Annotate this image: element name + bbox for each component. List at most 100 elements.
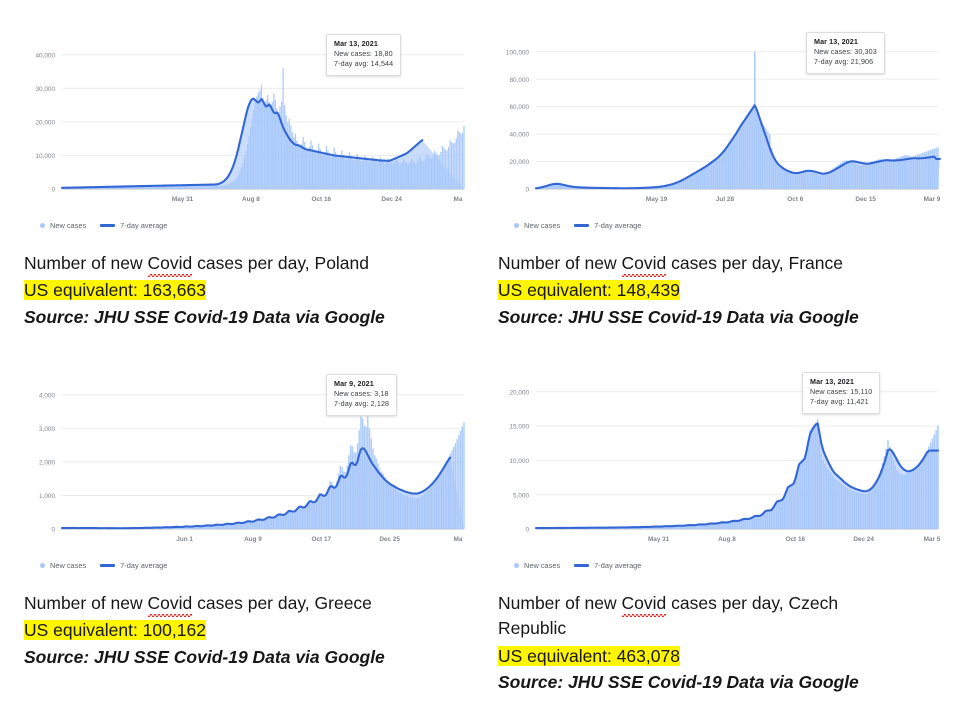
svg-text:10,000: 10,000 [35,153,55,160]
caption-title-line: Number of new Covid cases per day, Greec… [24,592,464,618]
svg-text:2,000: 2,000 [39,459,55,466]
caption-title-line: Number of new Covid cases per day, Franc… [498,252,938,278]
line-icon [100,224,116,227]
dot-icon [514,223,519,228]
svg-text:Ma: Ma [454,196,463,203]
tooltip-new-cases: New cases: 30,303 [814,47,877,57]
tooltip-avg: 7-day avg: 14,544 [334,59,394,69]
svg-text:10,000: 10,000 [509,458,529,465]
legend-label-new-cases: New cases [524,561,561,570]
caption-title-misspelled-word: Covid [621,252,666,278]
tooltip-new-cases: New cases: 15,110 [810,387,873,397]
legend-item-new-cases: New cases [514,561,560,570]
legend-item-new-cases: New cases [40,221,86,230]
svg-text:Mar 5: Mar 5 [924,536,941,543]
svg-text:20,000: 20,000 [509,389,529,396]
caption-czech: Number of new Covid cases per day, Czech… [498,592,938,695]
svg-text:Jul 28: Jul 28 [716,196,735,203]
tooltip-avg: 7-day avg: 2,128 [334,399,390,409]
legend-item-average: 7-day average [574,221,641,230]
caption-title-pre: Number of new [24,593,148,613]
svg-text:20,000: 20,000 [509,159,529,166]
legend-item-average: 7-day average [100,221,167,230]
legend-label-average: 7-day average [594,561,642,570]
tooltip-date: Mar 13, 2021 [814,37,858,46]
svg-text:5,000: 5,000 [513,492,529,499]
svg-text:May 31: May 31 [648,536,670,543]
svg-text:Dec 25: Dec 25 [379,536,400,543]
tooltip-new-cases: New cases: 18,80 [334,49,393,59]
caption-title-line: Number of new Covid cases per day, Polan… [24,252,464,278]
caption-us-equivalent: US equivalent: 163,663 [24,280,206,301]
panel-france: 0 20,000 40,000 60,000 80,000 100,000 May 19 Ju… [482,24,952,329]
tooltip-new-cases: New cases: 3,18 [334,389,389,399]
chart-poland-svg[interactable]: 0 10,000 20,000 30,000 40,000 May 31 Aug 8 Oct … [16,24,468,219]
legend-item-new-cases: New cases [40,561,86,570]
legend-item-average: 7-day average [100,561,167,570]
svg-text:80,000: 80,000 [509,77,529,84]
caption-title-continued: Republic [498,618,567,639]
caption-source: Source: JHU SSE Covid-19 Data via Google [498,306,859,327]
svg-text:100,000: 100,000 [506,49,530,56]
chart-legend-poland: New cases 7-day average [40,221,478,230]
tooltip-date: Mar 13, 2021 [334,39,378,48]
svg-text:Mar 9: Mar 9 [924,196,941,203]
caption-title-post: cases per day, Greece [192,593,372,613]
svg-text:40,000: 40,000 [509,132,529,139]
legend-label-average: 7-day average [120,221,168,230]
line-icon [574,224,590,227]
chart-france-svg[interactable]: 0 20,000 40,000 60,000 80,000 100,000 May 19 Ju… [490,24,942,219]
svg-text:Dec 24: Dec 24 [381,196,402,203]
caption-us-equivalent-line: US equivalent: 163,663 [24,277,464,303]
chart-tooltip-greece: Mar 9, 2021 New cases: 3,18 7-day avg: 2… [326,374,398,416]
svg-text:Jun 1: Jun 1 [176,536,193,543]
panel-poland: 0 10,000 20,000 30,000 40,000 May 31 Aug 8 Oct … [8,24,478,329]
legend-label-new-cases: New cases [50,561,87,570]
panel-czech: 0 5,000 10,000 15,000 20,000 May 31 Aug 8 Oct 1… [482,364,952,695]
svg-text:0: 0 [525,527,529,534]
svg-text:Aug 9: Aug 9 [244,536,262,543]
svg-text:Dec 24: Dec 24 [853,536,874,543]
svg-text:Oct 17: Oct 17 [312,536,332,543]
caption-title-misspelled-word: Covid [147,252,192,278]
caption-us-equivalent-line: US equivalent: 463,078 [498,643,938,669]
chart-legend-france: New cases 7-day average [514,221,952,230]
legend-label-new-cases: New cases [50,221,87,230]
tooltip-avg: 7-day avg: 21,906 [814,57,874,67]
legend-label-new-cases: New cases [524,221,561,230]
svg-text:30,000: 30,000 [35,86,55,93]
chart-legend-czech: New cases 7-day average [514,561,952,570]
chart-tooltip-france: Mar 13, 2021 New cases: 30,303 7-day avg… [806,32,885,74]
dot-icon [514,563,519,568]
caption-source: Source: JHU SSE Covid-19 Data via Google [498,672,859,693]
svg-text:0: 0 [51,527,55,534]
svg-text:Oct 6: Oct 6 [787,196,803,203]
chart-greece[interactable]: 0 1,000 2,000 3,000 4,000 Jun 1 Aug 9 Oct 17 Dec… [16,364,468,559]
dot-icon [40,223,45,228]
chart-czech[interactable]: 0 5,000 10,000 15,000 20,000 May 31 Aug 8 Oct 1… [490,364,942,559]
caption-source: Source: JHU SSE Covid-19 Data via Google [24,646,385,667]
svg-text:Oct 16: Oct 16 [786,536,806,543]
chart-france[interactable]: 0 20,000 40,000 60,000 80,000 100,000 May 19 Ju… [490,24,942,219]
caption-title-pre: Number of new [498,593,622,613]
svg-text:20,000: 20,000 [35,119,55,126]
caption-title-post: cases per day, France [666,253,843,273]
svg-text:40,000: 40,000 [35,52,55,59]
svg-text:Oct 16: Oct 16 [312,196,332,203]
svg-text:1,000: 1,000 [39,493,55,500]
chart-poland[interactable]: 0 10,000 20,000 30,000 40,000 May 31 Aug 8 Oct … [16,24,468,219]
caption-us-equivalent: US equivalent: 463,078 [498,645,680,666]
caption-title-misspelled-word: Covid [147,592,192,618]
svg-text:15,000: 15,000 [509,424,529,431]
caption-title-pre: Number of new [24,253,148,273]
caption-title-misspelled-word: Covid [621,592,666,618]
caption-title-line: Number of new Covid cases per day, Czech [498,592,938,618]
svg-text:Aug 8: Aug 8 [718,536,736,543]
caption-title-post: cases per day, Czech [666,593,839,613]
svg-text:4,000: 4,000 [39,392,55,399]
svg-text:May 31: May 31 [172,196,194,203]
chart-czech-svg[interactable]: 0 5,000 10,000 15,000 20,000 May 31 Aug 8 Oct 1… [490,364,942,559]
caption-greece: Number of new Covid cases per day, Greec… [24,592,464,669]
legend-label-average: 7-day average [594,221,642,230]
chart-greece-svg[interactable]: 0 1,000 2,000 3,000 4,000 Jun 1 Aug 9 Oct 17 Dec… [16,364,468,559]
